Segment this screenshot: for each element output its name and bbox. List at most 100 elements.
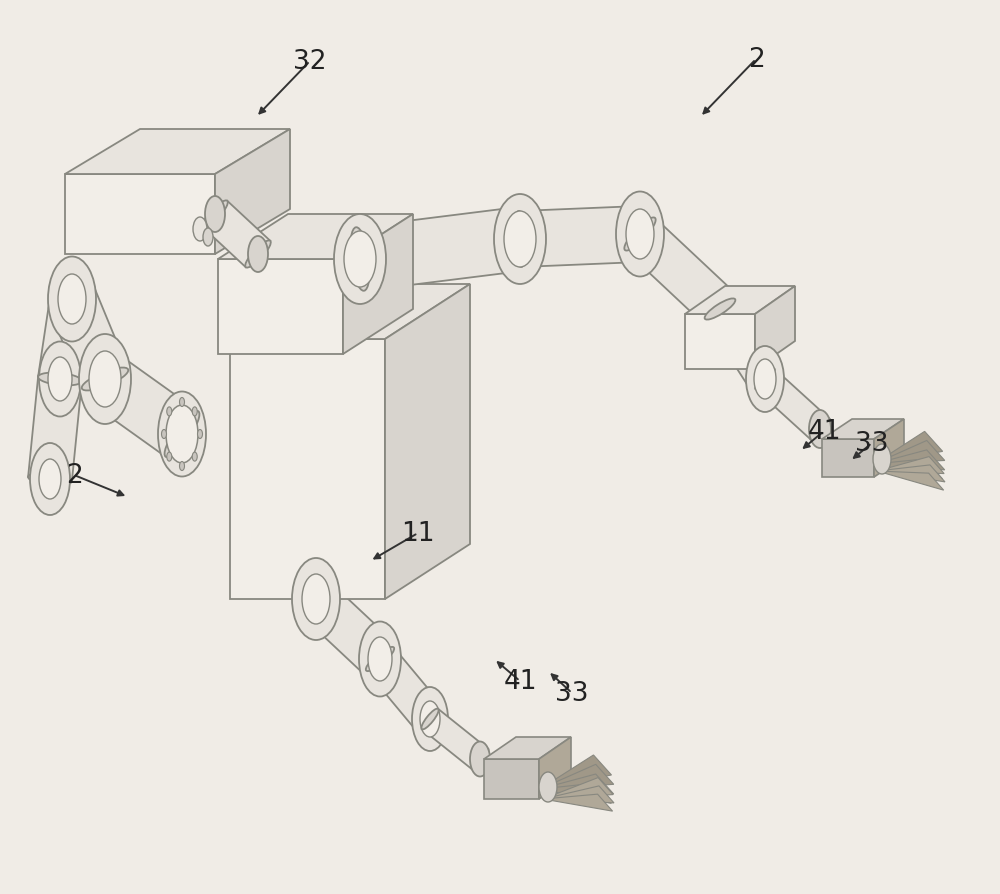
Polygon shape xyxy=(484,759,539,799)
Ellipse shape xyxy=(705,299,735,320)
Polygon shape xyxy=(874,419,904,477)
Ellipse shape xyxy=(810,419,830,440)
Polygon shape xyxy=(422,709,488,770)
Ellipse shape xyxy=(359,622,401,696)
Ellipse shape xyxy=(412,687,448,751)
Ellipse shape xyxy=(626,210,654,260)
Ellipse shape xyxy=(809,410,831,449)
Ellipse shape xyxy=(494,195,546,284)
Polygon shape xyxy=(218,215,413,260)
Ellipse shape xyxy=(873,444,891,475)
Polygon shape xyxy=(385,284,470,599)
Ellipse shape xyxy=(167,408,172,417)
Polygon shape xyxy=(877,466,945,483)
Ellipse shape xyxy=(30,443,70,516)
Polygon shape xyxy=(874,451,945,470)
Ellipse shape xyxy=(48,358,72,401)
Polygon shape xyxy=(755,287,795,369)
Text: 33: 33 xyxy=(555,680,589,706)
Polygon shape xyxy=(203,201,270,268)
Polygon shape xyxy=(65,175,215,255)
Ellipse shape xyxy=(248,237,268,273)
Polygon shape xyxy=(540,783,611,804)
Ellipse shape xyxy=(470,742,490,777)
Ellipse shape xyxy=(89,351,121,408)
Polygon shape xyxy=(540,774,614,794)
Polygon shape xyxy=(540,764,614,789)
Ellipse shape xyxy=(202,201,228,228)
Ellipse shape xyxy=(754,359,776,400)
Polygon shape xyxy=(877,457,944,474)
Ellipse shape xyxy=(39,342,81,417)
Ellipse shape xyxy=(750,369,780,390)
Ellipse shape xyxy=(165,411,199,458)
Polygon shape xyxy=(543,786,614,803)
Text: 41: 41 xyxy=(503,668,537,695)
Ellipse shape xyxy=(364,643,396,676)
Ellipse shape xyxy=(158,392,206,477)
Ellipse shape xyxy=(350,228,370,291)
Ellipse shape xyxy=(616,192,664,277)
Polygon shape xyxy=(343,215,413,355)
Ellipse shape xyxy=(49,288,95,311)
Polygon shape xyxy=(685,315,755,369)
Ellipse shape xyxy=(166,406,198,463)
Ellipse shape xyxy=(512,212,528,267)
Ellipse shape xyxy=(82,368,128,391)
Polygon shape xyxy=(756,369,829,440)
Polygon shape xyxy=(519,207,641,267)
Polygon shape xyxy=(543,778,613,799)
Ellipse shape xyxy=(334,215,386,305)
Text: 11: 11 xyxy=(401,520,435,546)
Polygon shape xyxy=(822,419,904,440)
Text: 32: 32 xyxy=(293,49,327,75)
Polygon shape xyxy=(705,299,780,389)
Polygon shape xyxy=(366,648,444,730)
Polygon shape xyxy=(301,583,395,675)
Polygon shape xyxy=(874,432,943,465)
Ellipse shape xyxy=(504,212,536,267)
Ellipse shape xyxy=(421,709,439,730)
Text: 2: 2 xyxy=(66,462,82,488)
Ellipse shape xyxy=(302,574,330,624)
Ellipse shape xyxy=(162,430,167,439)
Ellipse shape xyxy=(50,293,94,307)
Polygon shape xyxy=(89,357,198,457)
Ellipse shape xyxy=(368,637,392,681)
Polygon shape xyxy=(874,460,943,479)
Ellipse shape xyxy=(180,398,185,407)
Ellipse shape xyxy=(632,207,648,263)
Ellipse shape xyxy=(416,707,444,731)
Ellipse shape xyxy=(88,357,122,403)
Polygon shape xyxy=(685,287,795,315)
Ellipse shape xyxy=(192,452,197,461)
Ellipse shape xyxy=(203,229,213,247)
Ellipse shape xyxy=(192,408,197,417)
Polygon shape xyxy=(218,260,343,355)
Ellipse shape xyxy=(510,208,530,272)
Ellipse shape xyxy=(167,452,172,461)
Ellipse shape xyxy=(245,241,271,268)
Polygon shape xyxy=(874,441,945,465)
Polygon shape xyxy=(230,284,470,340)
Ellipse shape xyxy=(48,257,96,342)
Polygon shape xyxy=(877,471,944,491)
Polygon shape xyxy=(484,738,571,759)
Ellipse shape xyxy=(344,232,376,288)
Ellipse shape xyxy=(366,647,394,671)
Ellipse shape xyxy=(205,197,225,232)
Polygon shape xyxy=(539,738,571,799)
Ellipse shape xyxy=(292,559,340,640)
Polygon shape xyxy=(28,377,82,482)
Polygon shape xyxy=(543,794,613,811)
Polygon shape xyxy=(215,130,290,255)
Polygon shape xyxy=(230,340,385,599)
Ellipse shape xyxy=(471,749,489,770)
Ellipse shape xyxy=(39,460,61,500)
Ellipse shape xyxy=(38,373,82,386)
Ellipse shape xyxy=(79,334,131,425)
Text: 33: 33 xyxy=(855,431,889,457)
Text: 2: 2 xyxy=(748,47,764,73)
Polygon shape xyxy=(356,208,524,291)
Ellipse shape xyxy=(300,583,332,616)
